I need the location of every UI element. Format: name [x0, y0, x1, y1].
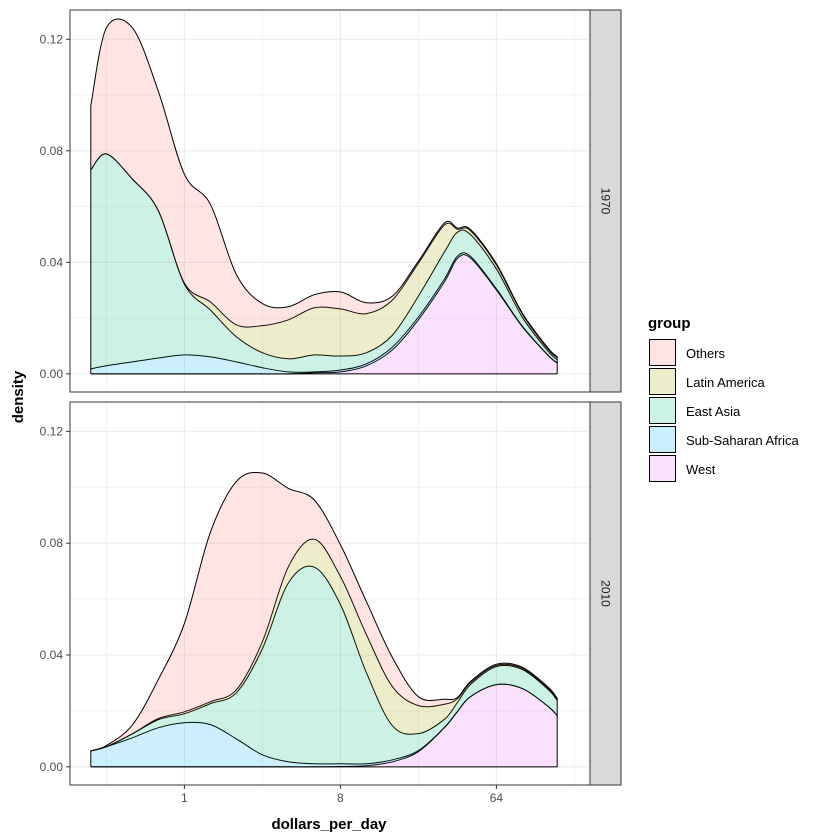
outline-latin-america-1970	[90, 153, 558, 360]
y-tick-label: 0.12	[40, 424, 64, 438]
area-latin-america-1970	[90, 153, 558, 360]
legend-swatch-east-asia	[649, 397, 676, 424]
legend-key-bg	[649, 397, 676, 424]
y-tick-label: 0.08	[40, 536, 64, 550]
area-east-asia-2010	[90, 566, 558, 765]
y-tick-label: 0.00	[40, 760, 64, 774]
legend-key-bg	[649, 368, 676, 395]
y-tick-label: 0.08	[40, 144, 64, 158]
legend-key-bg	[649, 339, 676, 366]
facet-strip	[589, 9, 622, 393]
area-west-1970	[90, 254, 558, 374]
x-tick-label: 64	[490, 791, 504, 805]
outline-others-2010	[90, 471, 558, 752]
legend-key-bg	[649, 455, 676, 482]
legend-label: East Asia	[686, 404, 741, 419]
y-tick-label: 0.12	[40, 32, 64, 46]
y-tick-label: 0.00	[40, 367, 64, 381]
legend-label: Sub-Saharan Africa	[686, 433, 800, 448]
x-tick-label: 1	[181, 791, 188, 805]
legend-label: West	[686, 462, 716, 477]
area-east-asia-1970	[90, 153, 558, 373]
outline-east-asia-2010	[90, 565, 558, 752]
facet-strip-label: 1970	[599, 188, 613, 215]
panel-1970: 0.00 0.04 0.08 0.12 1970	[40, 9, 622, 393]
legend-key-bg	[649, 426, 676, 453]
area-others-1970	[90, 18, 558, 358]
y-tick-label: 0.04	[40, 648, 64, 662]
legend-swatch-latin-america	[649, 368, 676, 395]
plot-background	[70, 402, 590, 785]
legend-title: group	[648, 315, 691, 332]
legend-label: Others	[686, 346, 726, 361]
outline-sub-saharan-africa-2010	[90, 683, 558, 767]
outline-latin-america-2010	[90, 538, 558, 752]
area-sub-saharan-africa-2010	[90, 684, 558, 767]
legend: group Others Latin America East Asia Sub-Sa…	[648, 315, 800, 482]
outline-sub-saharan-africa-1970	[90, 252, 558, 374]
plot-background	[70, 10, 590, 392]
legend-swatch-sub-saharan-africa	[649, 426, 676, 453]
y-axis-title: density	[10, 370, 27, 423]
area-sub-saharan-africa-1970	[90, 252, 558, 374]
legend-label: Latin America	[686, 375, 766, 390]
y-tick-label: 0.04	[40, 255, 64, 269]
area-west-2010	[90, 684, 558, 767]
x-axis-title: dollars_per_day	[271, 816, 387, 833]
panel-2010: 0.00 0.04 0.08 0.12 2010	[40, 401, 622, 786]
outline-others-1970	[90, 18, 558, 358]
facet-strip	[589, 401, 622, 786]
legend-swatch-west	[649, 455, 676, 482]
x-axis: 1 8 64	[181, 785, 503, 805]
x-tick-label: 8	[337, 791, 344, 805]
facet-strip-label: 2010	[599, 580, 613, 607]
legend-swatch-others	[649, 339, 676, 366]
